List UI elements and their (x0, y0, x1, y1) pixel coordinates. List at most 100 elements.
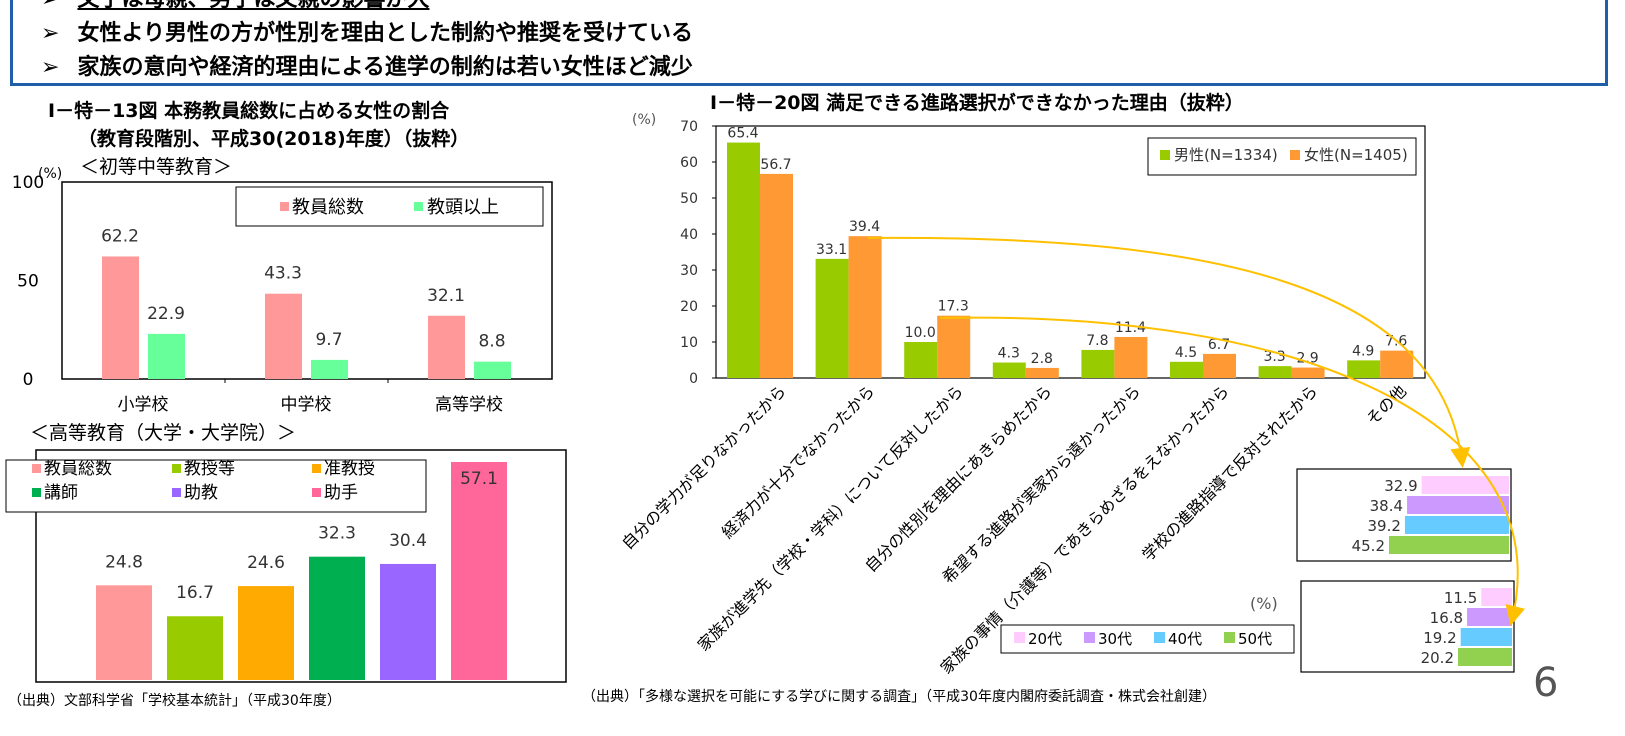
primary-bar-label: 22.9 (147, 304, 185, 324)
family-age-frame (1300, 580, 1515, 673)
higher-chart-subtitle: ＜高等教育（大学・大学院）＞ (30, 422, 297, 444)
higher-bar (380, 563, 436, 680)
reasons-bar (937, 315, 971, 378)
reasons-y-tick: 30 (680, 263, 698, 279)
economic-age-bar (1407, 496, 1509, 514)
reasons-y-tick: 10 (680, 335, 698, 351)
higher-legend-swatch (312, 464, 321, 473)
reasons-y-unit: (%) (632, 112, 656, 128)
reasons-bar-label: 56.7 (760, 157, 791, 173)
primary-chart-frame (61, 181, 553, 380)
fig20-source: （出典）「多様な選択を可能にする学びに関する調査」（平成30年度内閣府委託調査・… (582, 689, 1216, 705)
primary-legend-swatch-vice (414, 202, 423, 211)
age-legend-swatch (1224, 632, 1235, 643)
age-legend-swatch (1014, 632, 1025, 643)
reasons-bar (848, 236, 882, 378)
family-age-bar (1481, 588, 1512, 606)
economic-age-bar (1404, 516, 1509, 534)
economic-age-bar-label: 45.2 (1352, 537, 1385, 555)
age-legend-item: 30代 (1098, 630, 1132, 648)
higher-legend-item: 講師 (44, 483, 78, 503)
primary-chart-subtitle: ＜初等中等教育＞ (80, 156, 233, 178)
higher-legend-item: 教員総数 (44, 459, 112, 479)
family-age-bar (1467, 608, 1512, 626)
reasons-bar (727, 142, 760, 378)
family-age-bar-label: 11.5 (1444, 589, 1477, 607)
reasons-bar-label: 10.0 (905, 325, 936, 341)
reasons-bar-label: 4.9 (1352, 343, 1374, 359)
primary-legend-staff: 教員総数 (292, 197, 364, 218)
higher-legend-item: 准教授 (324, 459, 375, 479)
reasons-y-tick: 20 (680, 299, 698, 315)
summary-text-2: 女性より男性の方が性別を理由とした制約や推奨を受けている (77, 21, 693, 46)
family-age-bar-label: 20.2 (1421, 649, 1454, 667)
higher-bar-label: 30.4 (389, 531, 427, 551)
higher-legend-swatch (312, 488, 321, 497)
age-legend-swatch (1084, 632, 1095, 643)
primary-bar (148, 333, 185, 379)
family-arrow (939, 316, 1525, 626)
reasons-bar (1203, 353, 1236, 378)
primary-y-unit: (%) (38, 166, 62, 182)
family-age-bar-label: 16.8 (1430, 609, 1463, 627)
economic-age-bar-label: 32.9 (1384, 477, 1417, 495)
reasons-bar (1170, 361, 1203, 378)
reasons-bar-label: 33.1 (816, 242, 847, 258)
reasons-bar (1347, 360, 1381, 378)
primary-y-tick: 100 (12, 173, 44, 193)
primary-bar (265, 293, 302, 379)
reasons-legend-swatch-male (1160, 150, 1170, 160)
reasons-legend-swatch-female (1290, 150, 1300, 160)
family-age-chart: 11.5 16.8 19.2 20.2 (1300, 580, 1515, 673)
economic-age-chart: 32.9 38.4 39.2 45.2 (1296, 468, 1512, 562)
primary-y-tick: 50 (17, 272, 39, 292)
primary-bar-label: 43.3 (264, 264, 302, 284)
age-legend-item: 50代 (1238, 630, 1272, 648)
age-legend-swatch (1154, 632, 1165, 643)
reasons-legend-female: 女性(N=1405) (1304, 146, 1408, 164)
reasons-bar-label: 4.5 (1175, 345, 1197, 361)
economic-age-frame (1296, 468, 1512, 562)
higher-bar (96, 585, 152, 680)
family-age-bar (1460, 628, 1512, 646)
reasons-bar (1380, 350, 1414, 378)
higher-bar-label: 24.6 (247, 553, 285, 573)
primary-bar-label: 8.8 (478, 332, 505, 352)
primary-chart: (%) 教員総数 教頭以上 0 50 100 62.2 22.9 小学校 43.3 9.7 中… (12, 166, 553, 415)
higher-bar-label: 24.8 (105, 552, 143, 572)
primary-bar (474, 361, 511, 379)
reasons-y-tick: 70 (680, 119, 698, 135)
higher-legend-swatch (172, 488, 181, 497)
higher-bar-label: 57.1 (460, 469, 498, 489)
primary-legend-swatch-staff (280, 202, 289, 211)
economic-age-bar-label: 39.2 (1368, 517, 1401, 535)
reasons-y-tick: 40 (680, 227, 698, 243)
summary-text-1: 文子は母親、男子は父親の影響が大 (77, 0, 429, 12)
reasons-y-tick: 50 (680, 191, 698, 207)
primary-category-label: 中学校 (281, 395, 332, 415)
summary-text-3: 家族の意向や経済的理由による進学の制約は若い女性ほど減少 (77, 55, 693, 80)
higher-bar-label: 32.3 (318, 524, 356, 544)
higher-legend-item: 教授等 (184, 459, 235, 479)
reasons-bar (1025, 367, 1059, 378)
reasons-bar (1081, 349, 1115, 378)
primary-bar-label: 32.1 (427, 286, 465, 306)
fig13-title-line1: Ⅰ－特－13図 本務教員総数に占める女性の割合 (48, 100, 450, 122)
reasons-bar-label: 7.8 (1086, 333, 1108, 349)
reasons-bar (992, 362, 1026, 378)
primary-y-tick: 0 (23, 370, 34, 390)
higher-bar (238, 586, 294, 680)
reasons-chart-frame (715, 125, 1426, 379)
primary-bar (311, 359, 348, 379)
reasons-bar-label: 39.4 (849, 219, 880, 235)
reasons-legend-male: 男性(N=1334) (1174, 146, 1278, 164)
reasons-y-tick: 60 (680, 155, 698, 171)
economic-arrow (867, 236, 1471, 468)
higher-bar (309, 556, 365, 680)
summary-bullet-1: ➢文子は母親、男子は父親の影響が大 (41, 0, 429, 13)
higher-legend-item: 助教 (184, 483, 218, 503)
reasons-bar (1291, 367, 1325, 378)
page-number: 6 (1533, 660, 1559, 706)
